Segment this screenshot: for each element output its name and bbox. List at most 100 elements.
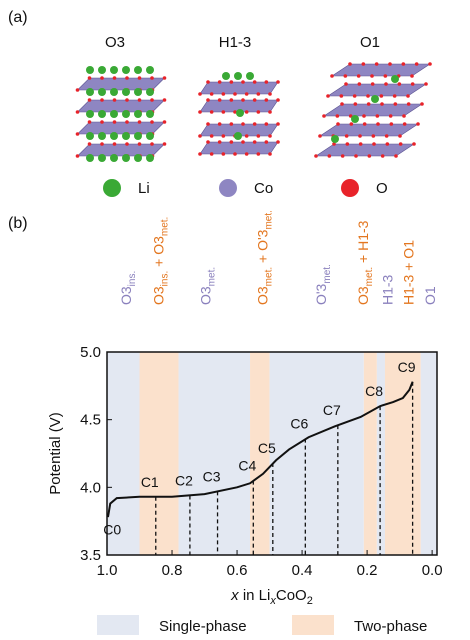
slab xyxy=(199,81,279,95)
phase-label-part: met. xyxy=(322,264,333,283)
panel-label: (a) xyxy=(8,9,28,26)
slab xyxy=(331,63,431,77)
o-atom xyxy=(375,114,380,118)
li-atom xyxy=(86,88,94,96)
o-atom xyxy=(217,98,222,102)
li-atom xyxy=(122,154,130,162)
o-atom xyxy=(326,94,330,98)
o-atom xyxy=(256,134,261,138)
o-atom xyxy=(87,142,92,146)
state-label: C6 xyxy=(290,416,308,432)
o-atom xyxy=(221,92,226,96)
o-atom xyxy=(87,98,92,102)
legend-label: O xyxy=(376,180,388,197)
o-atom xyxy=(371,134,376,138)
o-atom xyxy=(150,120,154,124)
phase-label: O3met. xyxy=(198,267,218,305)
phase-label-part: O3 xyxy=(198,286,214,305)
y-tick-label: 3.5 xyxy=(80,547,101,564)
li-atom xyxy=(246,72,254,80)
slab xyxy=(323,103,423,117)
phase-label-part: H1-3 xyxy=(380,274,396,305)
o-atom xyxy=(112,98,117,102)
o-atom xyxy=(100,98,104,102)
o-atom xyxy=(125,120,129,124)
o-atom xyxy=(370,74,374,78)
phase-label: O3met. + H1-3 xyxy=(355,220,375,305)
o-atom xyxy=(229,122,234,126)
o-atom xyxy=(252,98,257,102)
o-atom xyxy=(356,74,361,78)
li-atom xyxy=(391,75,399,83)
phase-label-part: O3 xyxy=(355,286,371,305)
o-atom xyxy=(428,62,432,66)
o-atom xyxy=(388,114,393,118)
o-atom xyxy=(256,92,261,96)
phase-label: O3ins. xyxy=(118,271,138,305)
o-atom xyxy=(264,98,269,102)
li-atom xyxy=(331,135,339,143)
li-atom xyxy=(98,88,106,96)
li-atom xyxy=(98,110,106,118)
o-atom xyxy=(397,82,402,86)
o-atom xyxy=(358,134,362,138)
y-axis-title: Potential (V) xyxy=(47,412,64,495)
li-atom xyxy=(351,115,359,123)
o-atom xyxy=(217,122,222,126)
o-atom xyxy=(398,142,403,146)
o-atom xyxy=(380,102,384,106)
o-atom xyxy=(416,122,420,126)
o-atom xyxy=(370,82,375,86)
o-atom xyxy=(389,122,394,126)
li-atom xyxy=(86,132,94,140)
x-axis-title-part: x xyxy=(230,587,239,604)
o-atom xyxy=(276,98,280,102)
slab xyxy=(315,143,415,157)
o-atom xyxy=(410,82,415,86)
o-atom xyxy=(268,92,272,96)
o-atom xyxy=(198,152,202,156)
phase-label: H1-3 + O1 xyxy=(401,240,417,305)
li-atom xyxy=(110,88,118,96)
o-atom xyxy=(233,110,237,114)
o-atom xyxy=(206,98,210,102)
o-atom xyxy=(150,142,154,146)
slab xyxy=(199,141,279,155)
li-atom xyxy=(146,154,154,162)
state-label: C1 xyxy=(141,474,159,490)
o-atom xyxy=(112,120,117,124)
o-atom xyxy=(361,62,366,66)
x-tick-label: 0.2 xyxy=(357,562,378,579)
x-axis-title-part: in Li xyxy=(239,587,271,604)
o-atom xyxy=(340,102,344,106)
state-label: C0 xyxy=(103,521,121,537)
o-atom xyxy=(162,98,167,102)
o-atom xyxy=(150,98,154,102)
phase-region xyxy=(384,352,421,555)
o-atom xyxy=(221,152,226,156)
li-atom xyxy=(134,110,142,118)
legend-swatch xyxy=(103,179,121,197)
o-atom xyxy=(384,82,388,86)
li-atom xyxy=(222,72,230,80)
x-axis-title-part: x xyxy=(269,595,276,607)
o-atom xyxy=(414,62,419,66)
o-atom xyxy=(75,154,80,158)
phase-label-part: met. xyxy=(263,267,274,286)
o-atom xyxy=(322,114,326,118)
structure-title: H1-3 xyxy=(219,34,252,51)
li-atom xyxy=(110,154,118,162)
state-label: C4 xyxy=(238,458,256,474)
phase-label-part: met. xyxy=(159,217,170,236)
o-atom xyxy=(244,134,249,138)
state-label: C9 xyxy=(398,359,416,375)
o-atom xyxy=(206,80,210,84)
o-atom xyxy=(256,110,261,114)
o-atom xyxy=(410,74,414,78)
o-atom xyxy=(241,140,245,144)
plot-frame xyxy=(106,351,438,556)
phase-label-part: met. xyxy=(207,267,218,286)
o-atom xyxy=(198,110,202,114)
o-atom xyxy=(233,92,237,96)
x-tick-label: 0.4 xyxy=(292,562,313,579)
